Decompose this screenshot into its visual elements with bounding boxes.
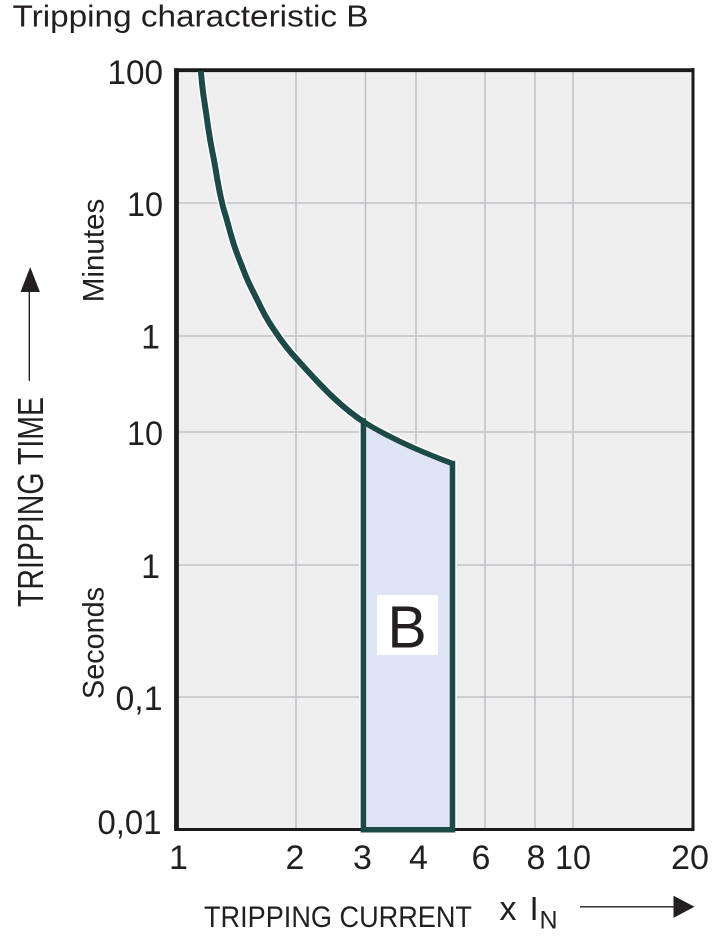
svg-text:I: I [530, 890, 539, 927]
svg-text:Tripping characteristic B: Tripping characteristic B [13, 0, 369, 34]
svg-text:TRIPPING CURRENT: TRIPPING CURRENT [204, 901, 472, 934]
svg-text:0,1: 0,1 [116, 680, 163, 718]
svg-text:x: x [500, 890, 517, 928]
svg-text:10: 10 [127, 415, 163, 453]
svg-text:20: 20 [671, 839, 709, 877]
svg-text:2: 2 [286, 839, 305, 877]
svg-text:N: N [540, 907, 558, 935]
svg-text:Seconds: Seconds [77, 587, 110, 699]
svg-text:10: 10 [127, 186, 163, 224]
svg-text:B: B [387, 595, 426, 661]
svg-text:1: 1 [169, 839, 188, 877]
svg-text:8: 8 [527, 839, 546, 877]
svg-text:Minutes: Minutes [77, 199, 110, 303]
svg-text:4: 4 [409, 839, 428, 877]
svg-text:10: 10 [555, 839, 591, 877]
svg-text:1: 1 [141, 319, 160, 357]
svg-text:TRIPPING TIME: TRIPPING TIME [10, 397, 51, 607]
svg-text:1: 1 [141, 548, 160, 586]
svg-text:3: 3 [353, 839, 372, 877]
svg-text:6: 6 [472, 839, 491, 877]
svg-text:100: 100 [108, 54, 164, 92]
svg-text:0,01: 0,01 [98, 804, 162, 842]
